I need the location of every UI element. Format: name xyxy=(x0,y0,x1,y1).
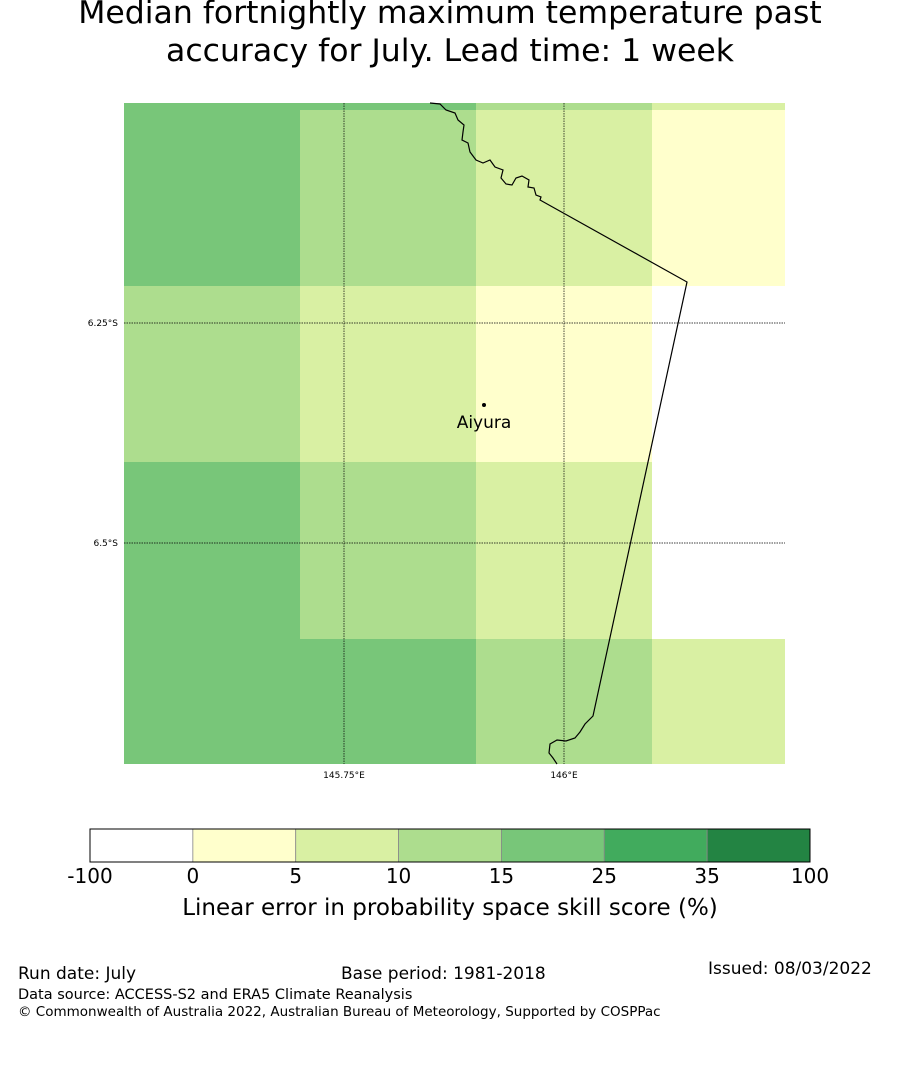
grid-cell-1-1 xyxy=(300,286,476,462)
aiyura-dot xyxy=(482,403,486,407)
colorbar-segment-0 xyxy=(89,828,194,863)
grid-cell-0-0 xyxy=(124,103,300,286)
lat-label-6-25: 6.25°S xyxy=(88,319,119,329)
grid-edge-cell-0 xyxy=(124,103,300,110)
grid-cell-0-1 xyxy=(300,103,476,286)
country-border xyxy=(429,102,688,765)
grid-cell-1-3 xyxy=(652,286,785,462)
colorbar-tick-label: 35 xyxy=(694,864,720,888)
grid-cell-2-1 xyxy=(300,462,476,639)
place-marker xyxy=(482,403,486,407)
colorbar-tick-label: 10 xyxy=(385,864,412,888)
title-line-1: Median fortnightly maximum temperature p… xyxy=(78,0,822,31)
colorbar-segment-1 xyxy=(192,828,297,863)
chart-title: Median fortnightly maximum temperature p… xyxy=(0,0,900,70)
title-line-2: accuracy for July. Lead time: 1 week xyxy=(166,33,734,69)
grid-cell-2-3 xyxy=(652,462,785,639)
base-period: Base period: 1981-2018 xyxy=(341,964,546,984)
grid-cell-3-0 xyxy=(124,639,300,764)
colorbar-tick-label: 100 xyxy=(790,864,830,888)
grid-edge-cell-1 xyxy=(300,103,476,110)
colorbar-segment-6 xyxy=(706,828,811,863)
colorbar xyxy=(89,828,811,863)
grid-cell-0-3 xyxy=(652,103,785,286)
grid-cell-2-0 xyxy=(124,462,300,639)
grid-cell-3-1 xyxy=(300,639,476,764)
lon-label-146: 146°E xyxy=(550,771,578,781)
colorbar-segment-2 xyxy=(295,828,399,863)
copyright: © Commonwealth of Australia 2022, Austra… xyxy=(18,1004,661,1020)
colorbar-frame xyxy=(89,828,811,863)
lat-label-6-5: 6.5°S xyxy=(93,539,118,549)
colorbar-tick-label: 15 xyxy=(488,864,515,888)
grid-edge-cell-3 xyxy=(652,103,785,110)
colorbar-segment-3 xyxy=(398,828,502,863)
grid-cell-3-3 xyxy=(652,639,785,764)
colorbar-label: Linear error in probability space skill … xyxy=(182,895,718,921)
lon-label-145-75: 145.75°E xyxy=(323,771,365,781)
skill-grid xyxy=(124,103,785,764)
colorbar-tick-label: 25 xyxy=(591,864,618,888)
colorbar-tick-label: 5 xyxy=(289,864,303,888)
grid-cell-1-0 xyxy=(124,286,300,462)
place-label: Aiyura xyxy=(457,413,512,433)
run-date: Run date: July xyxy=(18,964,137,984)
colorbar-segment-4 xyxy=(501,828,605,863)
data-source: Data source: ACCESS-S2 and ERA5 Climate … xyxy=(18,987,413,1003)
colorbar-segment-5 xyxy=(603,828,708,863)
issued-date: Issued: 08/03/2022 xyxy=(708,959,872,979)
colorbar-tick-label: -100 xyxy=(67,864,113,888)
colorbar-tick-label: 0 xyxy=(186,864,200,888)
